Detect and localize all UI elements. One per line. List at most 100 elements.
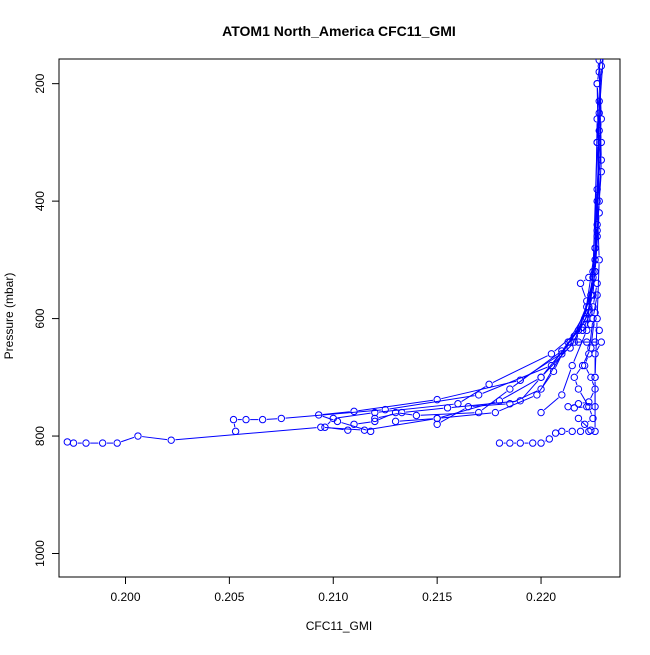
data-point: [399, 409, 405, 415]
y-tick-label: 400: [33, 191, 47, 211]
data-point: [577, 280, 583, 286]
data-point: [345, 427, 351, 433]
data-point: [569, 428, 575, 434]
data-point: [546, 436, 552, 442]
data-point: [361, 427, 367, 433]
data-point: [548, 351, 554, 357]
data-point: [392, 418, 398, 424]
data-point: [135, 433, 141, 439]
data-point: [114, 440, 120, 446]
plot-area: [64, 51, 606, 446]
series-segment: [267, 419, 277, 420]
series-segment: [582, 287, 585, 297]
data-point: [496, 440, 502, 446]
profile-series: [351, 80, 603, 427]
series-segment: [544, 398, 558, 410]
series-segment: [323, 416, 334, 420]
data-point: [588, 321, 594, 327]
data-point: [538, 440, 544, 446]
data-point: [592, 351, 598, 357]
data-point: [444, 405, 450, 411]
data-point: [99, 440, 105, 446]
y-tick-label: 1000: [33, 540, 47, 567]
series-segment: [400, 413, 412, 415]
data-point: [538, 374, 544, 380]
data-point: [278, 415, 284, 421]
x-tick-label: 0.210: [318, 590, 348, 604]
data-point: [571, 405, 577, 411]
data-point: [598, 339, 604, 345]
data-point: [552, 430, 558, 436]
data-point: [565, 403, 571, 409]
series-segment: [587, 369, 589, 373]
data-point: [486, 381, 492, 387]
data-point: [530, 440, 536, 446]
data-point: [575, 415, 581, 421]
series-segment: [142, 437, 167, 440]
series-segment: [591, 393, 594, 398]
x-tick-label: 0.220: [526, 590, 556, 604]
series-segment: [592, 381, 593, 385]
data-point: [465, 403, 471, 409]
y-tick-label: 200: [33, 73, 47, 93]
series-segment: [337, 413, 370, 418]
series-segment: [590, 411, 591, 415]
series-segment: [234, 424, 235, 427]
data-point: [492, 409, 498, 415]
series-segment: [441, 409, 465, 422]
data-point: [588, 345, 594, 351]
chart-title: ATOM1 North_America CFC11_GMI: [222, 23, 456, 39]
y-tick-label: 800: [33, 426, 47, 446]
data-point: [243, 416, 249, 422]
x-axis-label: CFC11_GMI: [306, 619, 372, 633]
data-point: [594, 280, 600, 286]
profile-series: [64, 51, 606, 446]
series-segment: [539, 375, 551, 392]
data-point: [64, 439, 70, 445]
series-segment: [358, 422, 370, 424]
data-point: [259, 416, 265, 422]
data-point: [559, 392, 565, 398]
series-segment: [175, 428, 316, 440]
profile-series: [316, 63, 605, 435]
series-segment: [577, 369, 580, 374]
profile-series: [372, 98, 603, 422]
x-tick-label: 0.200: [110, 590, 140, 604]
plot-frame: [59, 59, 620, 577]
y-tick-label: 600: [33, 308, 47, 328]
series-segment: [421, 413, 475, 416]
series-segment: [576, 381, 577, 385]
data-point: [507, 386, 513, 392]
data-point: [230, 416, 236, 422]
data-point: [598, 51, 604, 57]
data-point: [232, 428, 238, 434]
data-point: [569, 362, 575, 368]
data-point: [559, 428, 565, 434]
x-tick-label: 0.205: [214, 590, 244, 604]
series-segment: [328, 421, 331, 424]
data-point: [600, 51, 606, 57]
data-point: [83, 440, 89, 446]
data-point: [575, 386, 581, 392]
data-point: [571, 374, 577, 380]
profile-series: [322, 69, 605, 434]
series-segment: [121, 437, 134, 441]
y-axis: 200 400 600 800 1000: [33, 73, 59, 567]
y-axis-label: Pressure (mbar): [2, 273, 16, 360]
series-segment: [594, 327, 595, 328]
data-point: [592, 428, 598, 434]
data-point: [577, 428, 583, 434]
data-point: [351, 408, 357, 414]
series-segment: [584, 280, 585, 281]
data-point: [70, 440, 76, 446]
data-point: [534, 392, 540, 398]
data-point: [455, 401, 461, 407]
series-segment: [581, 393, 587, 403]
series-segment: [597, 346, 599, 350]
data-point: [517, 440, 523, 446]
series-segment: [513, 353, 558, 386]
x-tick-label: 0.215: [422, 590, 452, 604]
data-point: [413, 412, 419, 418]
series-segment: [588, 421, 589, 422]
